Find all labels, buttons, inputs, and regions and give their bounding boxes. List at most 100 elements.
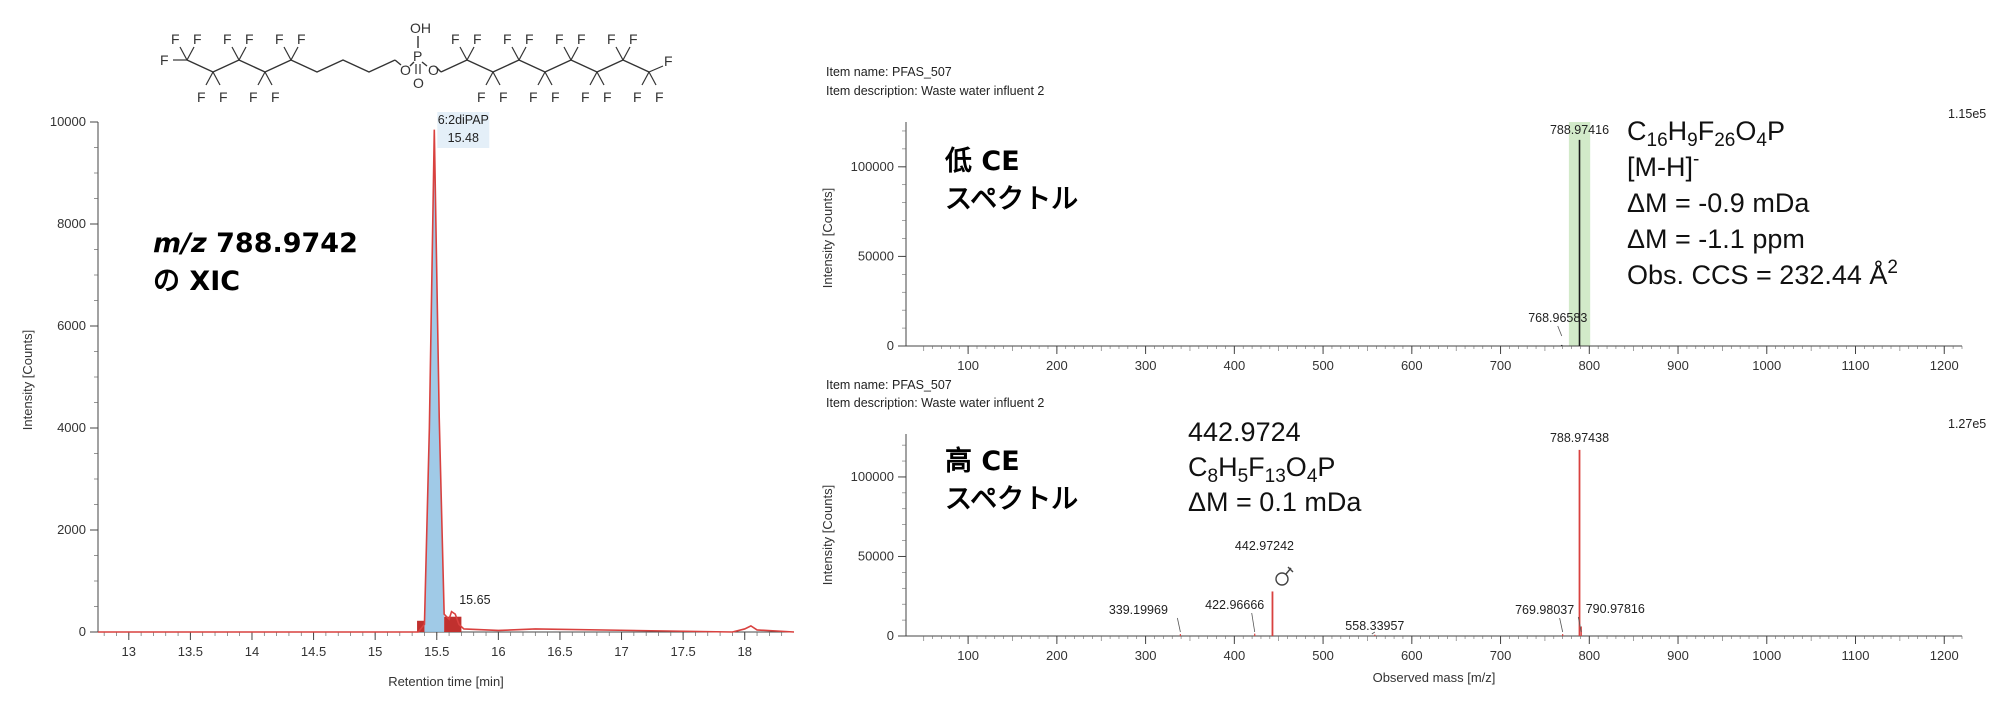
high-peak-leader — [1251, 612, 1256, 633]
high-x-tick-label: 500 — [1312, 648, 1334, 663]
structure-f-label: F — [633, 89, 642, 105]
high-x-label: Observed mass [m/z] — [1373, 670, 1496, 685]
xic-annotation-line1: m/z 788.9742 — [153, 228, 358, 259]
high-item-name: Item name: PFAS_507 — [826, 378, 952, 392]
xic-series: 6:2diPAP 15.48 15.65 — [98, 112, 795, 633]
structure-f-label: F — [193, 31, 202, 47]
low-delta-mda: ΔM = -0.9 mDa — [1627, 188, 1810, 218]
structure-f-label: F — [271, 89, 280, 105]
structure-p-label: P — [413, 48, 422, 64]
high-x-tick-label: 1000 — [1752, 648, 1781, 663]
xic-y-tick-label: 8000 — [57, 216, 86, 231]
low-x-tick-label: 100 — [957, 358, 979, 373]
high-x-tick-label: 200 — [1046, 648, 1068, 663]
structure-cf-bond — [485, 71, 494, 86]
structure-f-label: F — [664, 53, 673, 69]
structure-f-label: F — [555, 31, 564, 47]
structure-o-right: O — [428, 62, 439, 78]
high-x-tick-label: 100 — [957, 648, 979, 663]
low-x-tick-label: 1100 — [1842, 358, 1870, 373]
high-y-tick-label: 100000 — [851, 469, 894, 484]
structure-cf-bond — [205, 71, 214, 86]
structure-cf-bond — [257, 71, 266, 86]
structure-f-label: F — [473, 31, 482, 47]
high-spectrum-label-line2: スペクトル — [945, 484, 1078, 515]
structure-cf-bond — [518, 46, 527, 61]
xic-trace — [98, 129, 795, 633]
xic-x-tick-label: 16 — [491, 644, 505, 659]
structure-cf-bond — [570, 46, 579, 61]
high-peak-label: 339.19969 — [1109, 603, 1168, 617]
structure-cf-bond — [563, 46, 572, 61]
structure-f-label: F — [603, 89, 612, 105]
xic-peak-area — [424, 129, 445, 632]
low-x-tick-label: 200 — [1046, 358, 1068, 373]
xic-y-tick-label: 10000 — [50, 114, 86, 129]
structure-f-label: F — [551, 89, 560, 105]
high-peak-label: 558.33957 — [1345, 619, 1404, 633]
low-delta-ppm: ΔM = -1.1 ppm — [1627, 224, 1805, 254]
low-x-tick-label: 1200 — [1930, 358, 1959, 373]
high-max-label: 1.27e5 — [1948, 417, 1986, 431]
high-ticks: 100 200 300 400 500 600 700 800 900 1000 1100 1200 0… — [851, 444, 1963, 663]
high-peaks: 788.97438 442.97242 339.19969 422.96666 558.… — [1109, 431, 1645, 636]
low-x-tick-label: 900 — [1667, 358, 1689, 373]
xic-y-label: Intensity [Counts] — [20, 330, 35, 430]
high-x-tick-label: 800 — [1578, 648, 1600, 663]
structure-f-label: F — [499, 89, 508, 105]
structure-f-label: F — [245, 31, 254, 47]
structure-right-chain — [440, 59, 650, 73]
xic-baseline-fill — [417, 620, 425, 632]
xic-peak-rt-2: 15.65 — [459, 593, 490, 607]
structure-f-label: F — [629, 31, 638, 47]
fragment-structure-icon — [1275, 566, 1294, 586]
structure-cf-bond — [231, 46, 240, 61]
high-peak-label: 788.97438 — [1550, 431, 1609, 445]
high-x-tick-label: 300 — [1135, 648, 1157, 663]
high-peak-label: 790.97816 — [1586, 602, 1645, 616]
structure-bond-o2 — [409, 61, 415, 67]
xic-x-label: Retention time [min] — [388, 674, 504, 689]
structure-f-label: F — [525, 31, 534, 47]
low-x-tick-label: 300 — [1135, 358, 1157, 373]
structure-cf-bond — [648, 71, 657, 86]
structure-cf-bond — [264, 71, 273, 86]
structure-f-label: F — [297, 31, 306, 47]
high-x-tick-label: 1100 — [1842, 648, 1870, 663]
chemical-structure: OH P O O O F FFF FF FF FF F F FF FF FF FF FF FF FF FF — [160, 20, 673, 105]
structure-f-label: F — [223, 31, 232, 47]
low-y-tick-label: 0 — [887, 338, 894, 353]
high-peak-label: 442.97242 — [1235, 539, 1294, 553]
structure-f-label: F — [249, 89, 258, 105]
low-ccs: Obs. CCS = 232.44 Å2 — [1627, 257, 1898, 290]
high-x-tick-label: 600 — [1401, 648, 1423, 663]
low-x-tick-label: 1000 — [1752, 358, 1781, 373]
low-y-label: Intensity [Counts] — [820, 188, 835, 288]
structure-cf-bond — [212, 71, 221, 86]
structure-left-chain — [186, 59, 396, 73]
high-peak-leader — [1371, 631, 1376, 635]
xic-y-tick-label: 0 — [79, 624, 86, 639]
high-x-tick-label: 900 — [1667, 648, 1689, 663]
high-y-tick-label: 0 — [887, 628, 894, 643]
xic-x-tick-label: 16.5 — [547, 644, 572, 659]
structure-f-label: F — [529, 89, 538, 105]
structure-cf-bond — [179, 46, 188, 61]
xic-y-tick-label: 6000 — [57, 318, 86, 333]
xic-x-tick-label: 18 — [737, 644, 751, 659]
low-peaks: 788.97416 768.96583 — [1528, 123, 1609, 346]
low-max-label: 1.15e5 — [1948, 107, 1986, 121]
high-x-tick-label: 400 — [1223, 648, 1245, 663]
structure-o-left: O — [400, 62, 411, 78]
xic-peak-rt: 15.48 — [448, 131, 479, 145]
structure-cf-bond — [459, 46, 468, 61]
xic-y-tick-label: 2000 — [57, 522, 86, 537]
low-item-description: Item description: Waste water influent 2 — [826, 84, 1044, 98]
structure-cf-bond — [492, 71, 501, 86]
structure-f-label: F — [451, 31, 460, 47]
xic-x-tick-label: 14.5 — [301, 644, 326, 659]
xic-annotation-line2: の XIC — [153, 266, 240, 297]
structure-f-label: F — [197, 89, 206, 105]
low-x-tick-label: 500 — [1312, 358, 1334, 373]
